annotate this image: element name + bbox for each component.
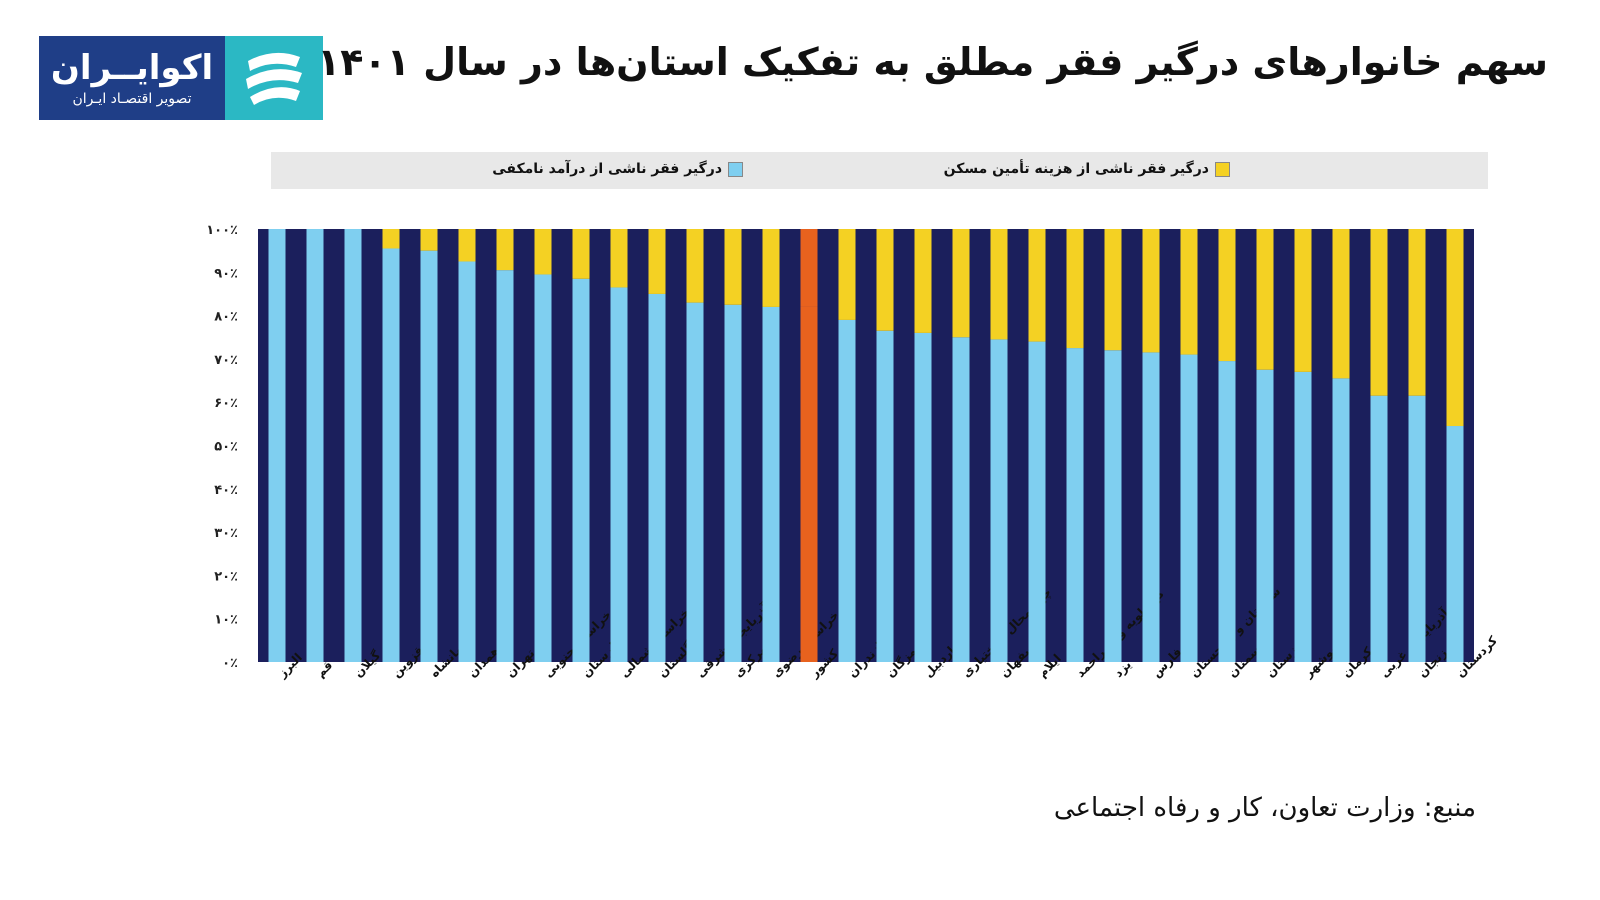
bar-income	[572, 278, 590, 662]
bar-income	[1104, 350, 1122, 662]
legend-swatch-income	[728, 161, 743, 177]
bar-housing	[382, 229, 400, 249]
bar-housing	[1104, 229, 1122, 351]
logo-wordmark: اکوایــران تصویر اقتصـاد ایـران	[39, 36, 225, 120]
y-tick-label: ۶۰٪	[214, 396, 238, 411]
legend-label-housing: درگیر فقر ناشی از هزینه تأمین مسکن	[943, 161, 1209, 177]
y-tick-label: ۳۰٪	[214, 526, 238, 541]
bar-housing	[1370, 229, 1388, 396]
bar-housing	[420, 229, 438, 251]
bar-housing	[990, 229, 1008, 340]
bar-housing	[572, 229, 590, 279]
bar-housing	[496, 229, 514, 271]
wave-stripes-icon	[225, 36, 323, 120]
bar-income	[1294, 371, 1312, 662]
bar-income	[458, 261, 476, 662]
bar-housing	[534, 229, 552, 275]
bar-housing	[800, 229, 818, 307]
bar-income	[990, 339, 1008, 662]
bar-income	[420, 250, 438, 662]
bar-housing	[1294, 229, 1312, 372]
bar-income	[1446, 426, 1464, 662]
y-tick-label: ۰٪	[222, 656, 238, 671]
bar-income	[1332, 378, 1350, 662]
legend-label-income: درگیر فقر ناشی از درآمد نامکفی	[492, 161, 722, 177]
y-tick-label: ۲۰٪	[214, 569, 238, 584]
bar-income	[306, 229, 324, 662]
bar-income	[1028, 341, 1046, 662]
bar-income	[496, 270, 514, 662]
bar-housing	[1180, 229, 1198, 355]
bar-housing	[724, 229, 742, 305]
bar-housing	[1256, 229, 1274, 370]
y-tick-label: ۴۰٪	[214, 483, 238, 498]
bar-income	[648, 293, 666, 662]
bar-income	[1066, 348, 1084, 662]
bar-housing	[1332, 229, 1350, 379]
bar-income	[610, 287, 628, 662]
bar-income	[1180, 354, 1198, 662]
chart-legend: درگیر فقر ناشی از هزینه تأمین مسکن درگیر…	[271, 152, 1488, 189]
bar-income	[1142, 352, 1160, 662]
logo-tagline: تصویر اقتصـاد ایـران	[72, 91, 192, 107]
bar-income	[762, 306, 780, 662]
y-tick-label: ۸۰٪	[214, 310, 238, 325]
bar-housing	[648, 229, 666, 294]
bar-housing	[686, 229, 704, 303]
legend-swatch-housing	[1215, 161, 1230, 177]
bar-income	[344, 229, 362, 662]
bar-income	[876, 330, 894, 662]
y-tick-label: ۱۰٪	[214, 613, 238, 628]
bar-housing	[876, 229, 894, 331]
bar-housing	[838, 229, 856, 320]
y-tick-label: ۹۰٪	[214, 266, 238, 281]
bar-income	[1256, 369, 1274, 662]
bar-housing	[1408, 229, 1426, 396]
bar-housing	[914, 229, 932, 333]
y-tick-label: ۱۰۰٪	[206, 223, 238, 238]
page-title: سهم خانوارهای درگیر فقر مطلق به تفکیک اس…	[317, 40, 1548, 84]
bar-housing	[1218, 229, 1236, 362]
bar-income	[686, 302, 704, 662]
bar-income	[1218, 361, 1236, 662]
bar-income	[724, 304, 742, 662]
y-tick-label: ۷۰٪	[214, 353, 238, 368]
bar-income	[800, 306, 818, 662]
bar-income	[914, 332, 932, 662]
bar-housing	[762, 229, 780, 307]
bar-income	[382, 248, 400, 663]
legend-item-housing: درگیر فقر ناشی از هزینه تأمین مسکن	[944, 161, 1230, 177]
y-tick-label: ۵۰٪	[214, 440, 238, 455]
bar-income	[1370, 395, 1388, 662]
legend-item-income: درگیر فقر ناشی از درآمد نامکفی	[492, 161, 743, 177]
bar-housing	[1142, 229, 1160, 353]
bar-housing	[952, 229, 970, 338]
bar-income	[952, 337, 970, 662]
plot-area	[258, 229, 1474, 662]
bar-housing	[458, 229, 476, 262]
bar-income	[838, 319, 856, 662]
bar-housing	[1028, 229, 1046, 342]
bar-housing	[610, 229, 628, 288]
logo: اکوایــران تصویر اقتصـاد ایـران	[39, 36, 323, 120]
bar-housing	[1066, 229, 1084, 349]
logo-name: اکوایــران	[50, 48, 214, 88]
bar-income	[534, 274, 552, 662]
bar-housing	[1446, 229, 1464, 427]
bar-income	[268, 229, 286, 662]
source-note: منبع: وزارت تعاون، کار و رفاه اجتماعی	[1053, 793, 1476, 823]
bar-income	[1408, 395, 1426, 662]
